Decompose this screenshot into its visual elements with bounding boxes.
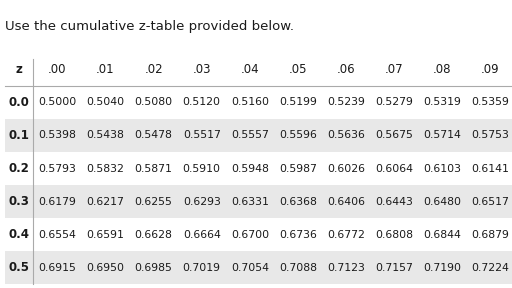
Text: .08: .08 [433,63,452,76]
Text: 0.6554: 0.6554 [38,230,76,240]
Text: 0.5793: 0.5793 [38,164,76,174]
Text: 0.6103: 0.6103 [423,164,461,174]
Text: 0.7157: 0.7157 [375,263,413,273]
Text: 0.7224: 0.7224 [472,263,509,273]
Text: 0.5871: 0.5871 [135,164,173,174]
Text: 0.6700: 0.6700 [231,230,269,240]
Text: 0.6915: 0.6915 [38,263,76,273]
Text: 0.5438: 0.5438 [87,130,124,141]
Text: 0.7019: 0.7019 [183,263,221,273]
Text: 0.6517: 0.6517 [472,197,509,207]
Text: 0.5000: 0.5000 [38,97,76,107]
Text: 0.2: 0.2 [9,162,30,175]
Text: z: z [16,63,23,76]
Text: 0.5948: 0.5948 [231,164,269,174]
Text: 0.5319: 0.5319 [423,97,461,107]
Text: .09: .09 [481,63,500,76]
Text: Use the cumulative z-table provided below.: Use the cumulative z-table provided belo… [5,20,294,33]
Text: 0.5478: 0.5478 [135,130,173,141]
Text: 0.5753: 0.5753 [472,130,509,141]
Text: 0.6950: 0.6950 [87,263,124,273]
Text: 0.6217: 0.6217 [87,197,124,207]
Text: 0.7088: 0.7088 [279,263,317,273]
Text: 0.7123: 0.7123 [327,263,365,273]
Text: 0.6844: 0.6844 [423,230,461,240]
Text: 0.5987: 0.5987 [279,164,317,174]
Text: 0.5517: 0.5517 [183,130,221,141]
Text: 0.6480: 0.6480 [423,197,461,207]
Text: 0.6591: 0.6591 [87,230,124,240]
Text: 0.6331: 0.6331 [231,197,269,207]
Text: 0.6406: 0.6406 [327,197,365,207]
Text: 0.5596: 0.5596 [279,130,317,141]
Text: 0.6628: 0.6628 [135,230,173,240]
Text: 0.6443: 0.6443 [375,197,413,207]
Text: 0.5359: 0.5359 [472,97,509,107]
Text: .05: .05 [289,63,307,76]
Text: 0.5160: 0.5160 [231,97,269,107]
Text: 0.5832: 0.5832 [87,164,124,174]
Text: 0.6736: 0.6736 [279,230,317,240]
Text: 0.5398: 0.5398 [38,130,76,141]
Text: .00: .00 [48,63,67,76]
Text: 0.6772: 0.6772 [327,230,365,240]
Text: 0.7190: 0.7190 [423,263,461,273]
Text: 0.6141: 0.6141 [472,164,509,174]
Text: 0.6879: 0.6879 [472,230,509,240]
Text: 0.6026: 0.6026 [327,164,365,174]
Text: .06: .06 [337,63,355,76]
Text: 0.5199: 0.5199 [279,97,317,107]
Text: 0.5120: 0.5120 [183,97,221,107]
Text: 0.5675: 0.5675 [375,130,413,141]
Text: 0.5040: 0.5040 [87,97,124,107]
Text: 0.6985: 0.6985 [135,263,173,273]
Text: 0.6179: 0.6179 [38,197,76,207]
Text: 0.5557: 0.5557 [231,130,269,141]
Text: 0.4: 0.4 [9,228,30,241]
Text: 0.1: 0.1 [9,129,30,142]
Text: 0.6368: 0.6368 [279,197,317,207]
Text: 0.6255: 0.6255 [135,197,173,207]
Text: 0.6064: 0.6064 [375,164,413,174]
Text: 0.6808: 0.6808 [375,230,413,240]
Text: 0.5: 0.5 [9,262,30,274]
Text: 0.5239: 0.5239 [327,97,365,107]
Text: 0.0: 0.0 [9,96,30,109]
Text: .07: .07 [385,63,403,76]
Text: .03: .03 [193,63,211,76]
Text: 0.6293: 0.6293 [183,197,221,207]
Text: 0.5279: 0.5279 [375,97,413,107]
Text: 0.7054: 0.7054 [231,263,269,273]
Text: 0.5080: 0.5080 [135,97,173,107]
Text: 0.5714: 0.5714 [423,130,461,141]
Text: .01: .01 [96,63,115,76]
Text: 0.5636: 0.5636 [327,130,365,141]
Text: 0.5910: 0.5910 [183,164,221,174]
Text: .04: .04 [241,63,259,76]
Text: 0.6664: 0.6664 [183,230,221,240]
Text: 0.3: 0.3 [9,195,30,208]
Text: .02: .02 [144,63,163,76]
